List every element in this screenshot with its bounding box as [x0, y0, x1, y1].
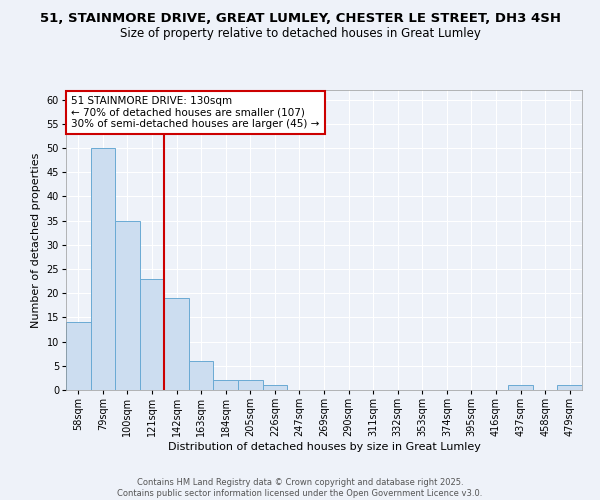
Bar — [557, 385, 582, 390]
Bar — [189, 361, 214, 390]
Bar — [263, 385, 287, 390]
Bar — [214, 380, 238, 390]
Bar — [164, 298, 189, 390]
Bar — [238, 380, 263, 390]
Text: Contains HM Land Registry data © Crown copyright and database right 2025.
Contai: Contains HM Land Registry data © Crown c… — [118, 478, 482, 498]
Bar — [140, 278, 164, 390]
Text: 51 STAINMORE DRIVE: 130sqm
← 70% of detached houses are smaller (107)
30% of sem: 51 STAINMORE DRIVE: 130sqm ← 70% of deta… — [71, 96, 320, 129]
Bar — [115, 220, 140, 390]
Y-axis label: Number of detached properties: Number of detached properties — [31, 152, 41, 328]
Bar — [508, 385, 533, 390]
Text: Size of property relative to detached houses in Great Lumley: Size of property relative to detached ho… — [119, 28, 481, 40]
Bar — [66, 322, 91, 390]
X-axis label: Distribution of detached houses by size in Great Lumley: Distribution of detached houses by size … — [167, 442, 481, 452]
Bar — [91, 148, 115, 390]
Text: 51, STAINMORE DRIVE, GREAT LUMLEY, CHESTER LE STREET, DH3 4SH: 51, STAINMORE DRIVE, GREAT LUMLEY, CHEST… — [40, 12, 560, 26]
